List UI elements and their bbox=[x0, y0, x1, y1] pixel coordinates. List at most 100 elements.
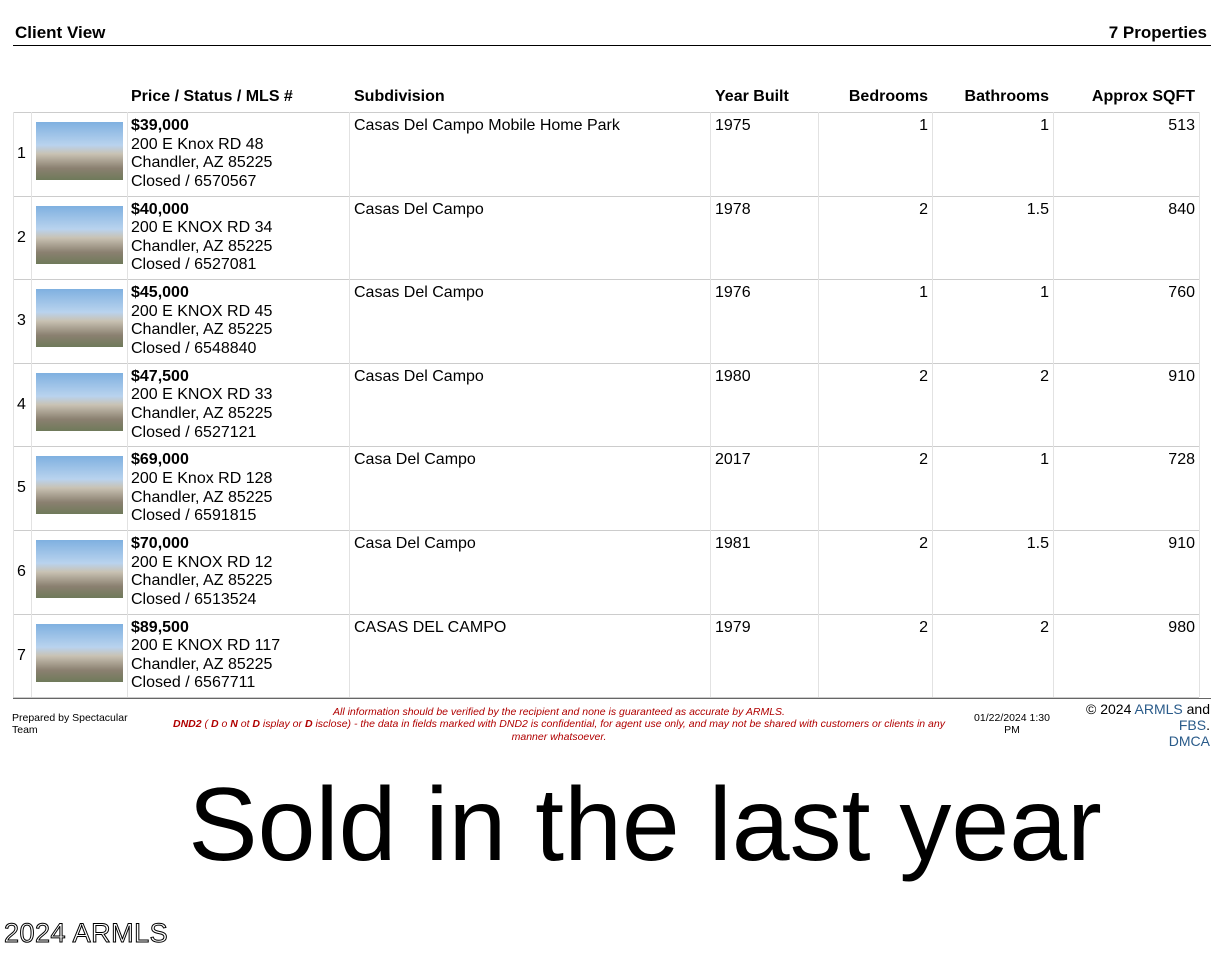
cell-divider bbox=[818, 112, 819, 196]
city: Chandler, AZ 85225 bbox=[131, 237, 273, 255]
price: $47,500 bbox=[131, 367, 189, 385]
price-cell: $69,000 200 E Knox RD 128 Chandler, AZ 852… bbox=[131, 451, 272, 525]
cell-divider bbox=[31, 112, 32, 196]
cell-divider bbox=[932, 362, 933, 447]
cell-divider bbox=[710, 446, 711, 530]
cell-divider bbox=[1053, 446, 1054, 530]
price: $70,000 bbox=[131, 535, 189, 552]
year-built: 1981 bbox=[715, 535, 751, 552]
cell-divider bbox=[31, 613, 32, 698]
price: $69,000 bbox=[131, 451, 189, 469]
column-header: Year Built bbox=[715, 88, 789, 105]
bedrooms: 2 bbox=[919, 200, 928, 218]
subdivision: Casas Del Campo bbox=[354, 367, 484, 385]
cell-divider bbox=[818, 446, 819, 530]
armls-link[interactable]: ARMLS bbox=[1134, 701, 1183, 717]
year-built: 1975 bbox=[715, 117, 751, 134]
status: Closed / 6570567 bbox=[131, 172, 257, 190]
cell-divider bbox=[349, 362, 350, 447]
year-built: 2017 bbox=[715, 451, 751, 469]
fbs-link[interactable]: FBS bbox=[1178, 717, 1207, 733]
column-header: Approx SQFT bbox=[1091, 88, 1195, 105]
cell-divider bbox=[349, 530, 350, 614]
city: Chandler, AZ 85225 bbox=[131, 321, 273, 339]
property-photo bbox=[36, 540, 123, 598]
sqft: 728 bbox=[1168, 451, 1195, 469]
year-built: 1976 bbox=[715, 284, 751, 302]
cell-divider bbox=[127, 446, 128, 530]
bedrooms: 2 bbox=[919, 451, 928, 469]
sqft: 910 bbox=[1168, 367, 1195, 385]
cell-divider bbox=[1199, 279, 1200, 363]
city: Chandler, AZ 85225 bbox=[131, 154, 273, 172]
cell-divider bbox=[349, 613, 350, 698]
cell-divider bbox=[932, 613, 933, 698]
cell-divider bbox=[932, 530, 933, 614]
property-count: 7 Properties bbox=[1108, 23, 1207, 42]
cell-divider bbox=[932, 112, 933, 196]
dnd2-part: ( bbox=[201, 718, 211, 731]
dnd2-part: ot bbox=[237, 718, 253, 731]
row-divider bbox=[13, 530, 1199, 531]
cell-divider bbox=[818, 530, 819, 614]
row-index: 2 bbox=[17, 228, 26, 246]
city: Chandler, AZ 85225 bbox=[131, 655, 273, 673]
price-cell: $40,000 200 E KNOX RD 34 Chandler, AZ 8522… bbox=[131, 201, 272, 275]
dnd2-notice: DND2 ( D o N ot D isplay or D isclose) -… bbox=[160, 718, 958, 743]
cell-divider bbox=[818, 362, 819, 447]
sqft: 840 bbox=[1168, 200, 1195, 218]
subdivision: CASAS DEL CAMPO bbox=[354, 618, 507, 636]
cell-divider bbox=[349, 112, 350, 196]
cell-divider bbox=[31, 195, 32, 280]
row-index: 7 bbox=[17, 646, 26, 664]
year-built: 1978 bbox=[715, 200, 751, 218]
row-divider bbox=[13, 446, 1199, 448]
address: 200 E KNOX RD 45 bbox=[131, 302, 273, 320]
cell-divider bbox=[1053, 613, 1054, 698]
cell-divider bbox=[349, 446, 350, 530]
cell-divider bbox=[1199, 112, 1200, 196]
column-header: Bedrooms bbox=[848, 88, 928, 105]
address: 200 E KNOX RD 117 bbox=[131, 637, 281, 655]
city: Chandler, AZ 85225 bbox=[131, 404, 273, 422]
bedrooms: 2 bbox=[919, 367, 928, 385]
cell-divider bbox=[710, 195, 711, 280]
bedrooms: 2 bbox=[919, 618, 928, 636]
cell-divider bbox=[127, 530, 128, 614]
cell-divider bbox=[13, 112, 14, 196]
cell-divider bbox=[932, 279, 933, 363]
year-built: 1980 bbox=[715, 367, 751, 385]
cell-divider bbox=[13, 279, 14, 363]
cell-divider bbox=[127, 112, 128, 196]
cell-divider bbox=[710, 279, 711, 363]
dnd2-part: D bbox=[304, 718, 313, 731]
watermark: 2024 ARMLS bbox=[3, 918, 169, 949]
disclaimer: All information should be verified by th… bbox=[160, 706, 958, 743]
row-divider bbox=[13, 362, 1199, 364]
cell-divider bbox=[710, 613, 711, 698]
cell-divider bbox=[127, 195, 128, 280]
cell-divider bbox=[1199, 530, 1200, 614]
copyright: © 2024 ARMLS and FBS. DMCA bbox=[1070, 701, 1210, 749]
price: $45,000 bbox=[131, 284, 189, 302]
property-photo bbox=[36, 205, 123, 264]
dnd2-part: DND2 bbox=[173, 718, 202, 731]
row-index: 6 bbox=[17, 563, 26, 580]
bedrooms: 1 bbox=[919, 117, 928, 134]
price-cell: $45,000 200 E KNOX RD 45 Chandler, AZ 8522… bbox=[131, 284, 272, 358]
dnd2-part: isplay or bbox=[260, 718, 305, 731]
address: 200 E Knox RD 128 bbox=[131, 469, 273, 487]
prepared-by: Prepared by Spectacular Team bbox=[12, 712, 128, 736]
dmca-link[interactable]: DMCA bbox=[1168, 733, 1210, 749]
header-rule bbox=[13, 45, 1211, 46]
notice: All information should be verified by th… bbox=[333, 706, 785, 718]
row-index: 4 bbox=[17, 395, 26, 413]
bathrooms: 1 bbox=[1040, 117, 1049, 134]
bathrooms: 2 bbox=[1040, 367, 1049, 385]
row-index: 3 bbox=[17, 312, 26, 330]
cell-divider bbox=[710, 362, 711, 447]
dnd2-part: o bbox=[218, 718, 231, 731]
status: Closed / 6527121 bbox=[131, 423, 257, 441]
copyright-text: © 2024 bbox=[1086, 701, 1132, 717]
status: Closed / 6567711 bbox=[131, 674, 256, 692]
